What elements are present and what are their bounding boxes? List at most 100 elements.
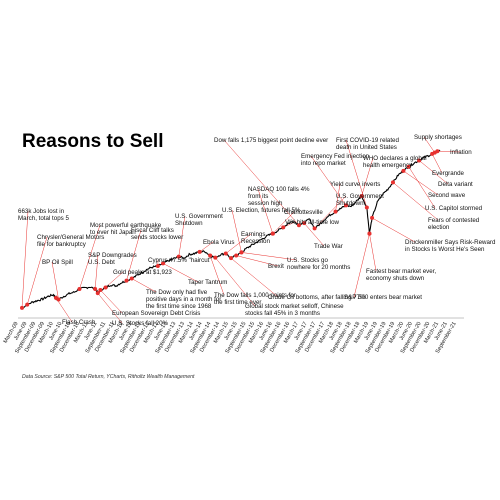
annotation-leader [241, 252, 298, 261]
annotation-label: Gold peaks at $1,923 [113, 269, 172, 276]
event-marker [435, 149, 440, 154]
annotation-leader [100, 289, 123, 314]
annotation-leader [231, 209, 242, 253]
event-marker [103, 285, 108, 290]
annotation-leader [371, 217, 416, 243]
annotation-label: Second wave [428, 192, 466, 199]
annotation-label: U.S. Stocks go [287, 257, 328, 264]
annotation-label: Chrysler/General Motors [37, 234, 104, 241]
annotation-label: March, total tops 5 [18, 215, 69, 222]
event-marker [417, 158, 422, 163]
annotation-label: U.S. Capitol stormed [425, 205, 483, 212]
annotation-label: The Dow only had five [146, 289, 208, 296]
event-marker [176, 254, 181, 259]
annotation-label: Cyprus 47.5% "haircut" [148, 257, 212, 264]
annotation-leader [199, 241, 214, 253]
annotation-label: Most powerful earthquake [90, 222, 162, 229]
annotation-label: U.S. Election, futures fall 5% [222, 207, 301, 214]
event-marker [155, 264, 160, 269]
event-marker [20, 305, 24, 310]
event-marker [302, 221, 307, 226]
event-marker [25, 302, 30, 307]
annotation-label: nowhere for 20 months [287, 264, 350, 271]
event-marker [343, 203, 348, 208]
annotation-label: stocks fall 45% in 3 months [245, 310, 320, 317]
annotation-label: Fastest bear market ever, [366, 268, 436, 275]
annotation-label: BP Oil Spill [42, 259, 73, 266]
annotation-label: Recession [241, 238, 270, 245]
annotation-label: Flash Crash [62, 319, 96, 326]
chart-title: Reasons to Sell [22, 131, 164, 152]
annotation-leader [361, 157, 374, 197]
annotation-label: Charlottesville [284, 209, 323, 216]
annotation-leader [215, 257, 256, 307]
annotation-label: Crude Oil bottoms, after falling 77% [268, 294, 366, 301]
annotation-label: file for bankruptcy [37, 241, 87, 248]
annotation-leader [403, 170, 439, 196]
annotation-label: Fiscal Cliff talks [131, 227, 174, 234]
annotation-leader [26, 236, 48, 305]
annotation-label: session high [248, 200, 283, 207]
event-marker [223, 251, 228, 256]
annotation-label: sends stocks lower [131, 234, 183, 241]
annotation-label: to ever hit Japan [90, 229, 136, 236]
annotation-leader [105, 271, 124, 288]
annotation-leader [21, 210, 29, 308]
annotation-leader-lines [21, 136, 461, 324]
event-marker [129, 276, 134, 281]
annotation-label: Druckenmiller Says Risk-Reward [405, 239, 496, 246]
event-marker [124, 278, 129, 283]
annotation-label: the first time ever [214, 299, 261, 306]
annotation-label: Ebola Virus [203, 239, 235, 246]
annotation-leader [162, 263, 199, 283]
annotation-leader [408, 166, 436, 209]
x-axis-ticks: March-09June-09September-09December-09Ma… [3, 321, 458, 355]
event-marker [367, 231, 372, 236]
annotation-label: Evergrande [432, 170, 465, 177]
annotation-leader [230, 257, 279, 298]
annotation-label: positive days in a month for [146, 296, 221, 303]
event-marker [390, 180, 395, 185]
annotation-leader [97, 293, 123, 324]
annotation-label: First COVID-19 related [336, 137, 399, 144]
annotation-label: Trade War [314, 243, 343, 250]
event-marker [239, 250, 244, 255]
annotation-label: Fears of contested [428, 217, 480, 224]
annotation-label: WHO declares a global [363, 155, 427, 162]
annotation-label: Delta variant [438, 181, 473, 188]
event-marker [77, 287, 82, 292]
annotation-label: from its [248, 193, 268, 200]
annotation-leader [257, 188, 274, 234]
event-marker [213, 255, 218, 260]
event-marker [296, 223, 301, 228]
annotation-label: European Sovereign Debt Crisis [112, 310, 200, 317]
annotation-label: S&P 500 enters bear market [344, 294, 422, 301]
annotation-leader [178, 215, 186, 257]
event-marker [234, 253, 239, 258]
event-marker [98, 288, 103, 293]
annotation-leader [314, 195, 347, 229]
annotation-leader [392, 182, 439, 221]
annotation-leader [418, 160, 449, 185]
event-marker [333, 209, 338, 214]
annotation-label: Brexit [268, 263, 284, 270]
annotation-label: in Stocks Is Worst He's Seen [405, 246, 485, 253]
annotation-leader [423, 136, 435, 153]
chart-source: Data Source: S&P 500 Total Return, YChar… [22, 374, 195, 380]
annotation-label: Shutdown [175, 220, 203, 227]
annotation-label: U.S. Government [175, 213, 223, 220]
event-marker [95, 291, 100, 296]
annotation-leader [94, 254, 99, 290]
annotation-leader [303, 222, 325, 247]
event-marker [270, 231, 275, 236]
annotation-leader [335, 183, 341, 212]
annotation-label: Yield curve inverts [330, 181, 380, 188]
event-marker [312, 226, 317, 231]
annotation-label: VIX hits all-time low [285, 219, 340, 226]
event-marker [364, 205, 369, 210]
event-marker [406, 164, 411, 169]
annotation-label: health emergency [363, 162, 413, 169]
annotation-label: death in United States [336, 144, 397, 151]
annotation-leader [131, 278, 157, 293]
event-marker [208, 253, 213, 258]
